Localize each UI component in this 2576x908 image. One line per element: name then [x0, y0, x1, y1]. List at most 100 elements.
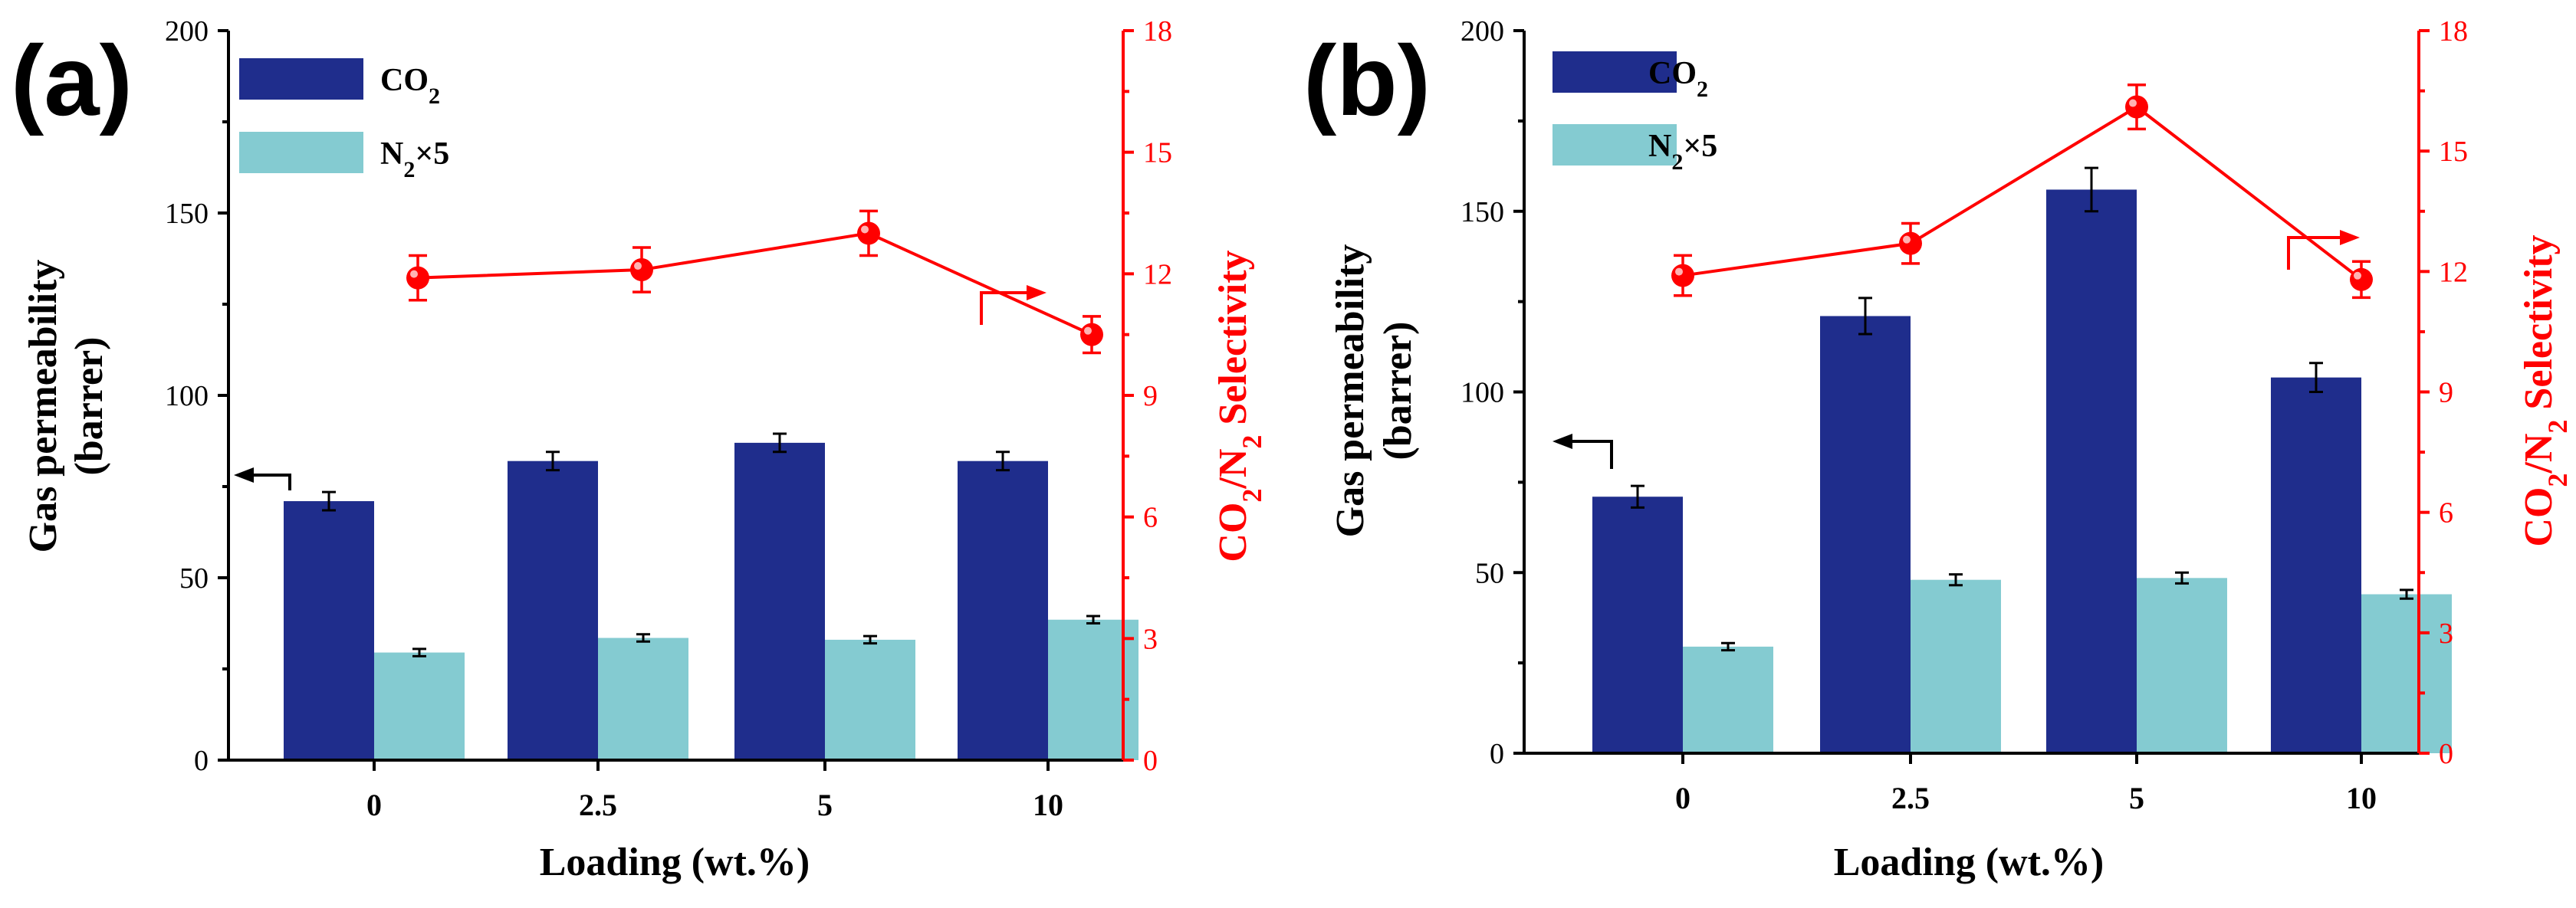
selectivity-point-highlight-0 — [410, 270, 418, 278]
legend-swatch-n2 — [1552, 124, 1677, 166]
selectivity-point-highlight-1 — [634, 262, 642, 270]
y2-label-sub1: 2 — [1237, 489, 1267, 503]
selectivity-point-2 — [857, 221, 880, 245]
left-axis-arrowhead — [1552, 434, 1572, 449]
y2-label-sub2: 2 — [2542, 420, 2573, 434]
x-tick-label-0: 0 — [1675, 781, 1691, 815]
legend-n2-suffix: ×5 — [1683, 129, 1717, 164]
panel-label: (a) — [11, 25, 133, 136]
y-tick-label-2: 100 — [1460, 377, 1504, 409]
bar-n2-2 — [2137, 578, 2227, 753]
y2-label-sub2: 2 — [1237, 435, 1267, 449]
legend-n2-suffix: ×5 — [415, 136, 449, 172]
legend-n2-name: N — [380, 136, 403, 172]
bar-co2-3 — [958, 461, 1048, 760]
y2-axis-label: CO2/N2 Selectivity — [2517, 234, 2573, 546]
left-axis-arrow — [249, 474, 291, 490]
selectivity-point-highlight-2 — [861, 225, 869, 234]
bar-n2-0 — [1683, 646, 1773, 753]
x-tick-label-1: 2.5 — [1891, 781, 1930, 815]
y2-tick-label-0: 0 — [2439, 738, 2453, 770]
bar-n2-3 — [2361, 594, 2452, 753]
legend-n2-name: N — [1648, 129, 1671, 164]
legend-co2-name: CO — [380, 63, 429, 98]
selectivity-point-1 — [1899, 231, 1922, 255]
y-tick-label-2: 100 — [165, 380, 209, 412]
legend-swatch-co2 — [1552, 51, 1677, 93]
y-tick-label-1: 50 — [179, 562, 209, 595]
y2-axis-label: CO2/N2 Selectivity — [1211, 250, 1267, 562]
x-tick-label-3: 10 — [1033, 788, 1063, 822]
legend-label-co2: CO2 — [1648, 56, 1708, 102]
selectivity-point-highlight-3 — [1084, 326, 1092, 335]
y2-tick-label-5: 15 — [2439, 136, 2468, 168]
x-tick-label-2: 5 — [2129, 781, 2144, 815]
left-axis-arrow — [1568, 440, 1613, 469]
left-axis-arrowhead — [234, 467, 254, 483]
legend-label-co2: CO2 — [380, 63, 440, 109]
y-tick-label-1: 50 — [1475, 557, 1504, 589]
y-axis-label-line2: (barrer) — [67, 337, 111, 476]
y2-label-post: Selectivity — [1211, 250, 1255, 434]
selectivity-point-2 — [2125, 95, 2148, 119]
y2-label-mid: /N — [1211, 449, 1255, 490]
chart-panel-b: (b)0 2.5 5 100501001502000369121518Loading … — [1303, 15, 2573, 884]
y2-tick-label-0: 0 — [1143, 745, 1158, 777]
selectivity-point-3 — [2350, 267, 2373, 291]
y2-label-pre: CO — [1211, 503, 1255, 562]
x-tick-label-3: 10 — [2346, 781, 2377, 815]
selectivity-point-0 — [406, 266, 429, 290]
bar-co2-2 — [2046, 189, 2137, 753]
y-tick-label-0: 0 — [1490, 738, 1504, 770]
bar-co2-1 — [1820, 316, 1911, 753]
bar-n2-1 — [598, 638, 688, 760]
legend-co2-sub: 2 — [429, 84, 440, 109]
selectivity-point-3 — [1080, 323, 1103, 346]
legend-swatch-co2 — [239, 58, 363, 100]
y2-tick-label-4: 12 — [2439, 256, 2468, 288]
panel-label: (b) — [1303, 25, 1431, 136]
bar-co2-0 — [284, 501, 374, 760]
y-tick-label-3: 150 — [1460, 196, 1504, 228]
y2-tick-label-2: 6 — [1143, 502, 1158, 534]
selectivity-point-highlight-3 — [2354, 271, 2361, 280]
y2-label-mid: /N — [2517, 434, 2561, 474]
bar-n2-3 — [1048, 619, 1138, 760]
legend-label-n2: N2×5 — [380, 136, 449, 182]
x-axis-label: Loading (wt.%) — [1834, 841, 2104, 884]
y-tick-label-4: 200 — [1460, 15, 1504, 48]
y2-tick-label-5: 15 — [1143, 137, 1172, 169]
y2-tick-label-1: 3 — [2439, 618, 2453, 650]
legend-n2-sub: 2 — [1671, 149, 1683, 175]
y-axis-label-line1: Gas permeability — [1329, 244, 1372, 538]
bar-co2-0 — [1592, 497, 1683, 753]
y2-tick-label-3: 9 — [2439, 377, 2453, 409]
y2-tick-label-6: 18 — [2439, 15, 2468, 48]
bar-co2-1 — [508, 461, 598, 760]
y2-label-sub1: 2 — [2542, 474, 2573, 487]
x-tick-label-1: 2.5 — [579, 788, 617, 822]
y2-tick-label-4: 12 — [1143, 258, 1172, 290]
y2-tick-label-6: 18 — [1143, 15, 1172, 48]
x-tick-label-2: 5 — [817, 788, 833, 822]
selectivity-point-1 — [630, 258, 653, 282]
right-axis-arrowhead — [1027, 285, 1046, 300]
bar-co2-3 — [2271, 377, 2361, 753]
right-axis-arrow — [2287, 236, 2344, 270]
y2-tick-label-2: 6 — [2439, 497, 2453, 529]
x-axis-label: Loading (wt.%) — [540, 841, 810, 884]
y2-tick-label-1: 3 — [1143, 623, 1158, 655]
bar-n2-2 — [825, 639, 915, 760]
bar-co2-2 — [734, 442, 825, 760]
selectivity-line — [417, 231, 1092, 336]
x-tick-label-0: 0 — [366, 788, 382, 822]
legend-swatch-n2 — [239, 132, 363, 173]
legend-n2-sub: 2 — [403, 157, 415, 182]
y2-label-post: Selectivity — [2517, 234, 2561, 419]
selectivity-line — [1682, 105, 2363, 281]
right-axis-arrowhead — [2340, 230, 2360, 245]
legend-co2-name: CO — [1648, 56, 1697, 91]
bar-n2-0 — [374, 652, 465, 760]
y-tick-label-3: 150 — [165, 198, 209, 230]
